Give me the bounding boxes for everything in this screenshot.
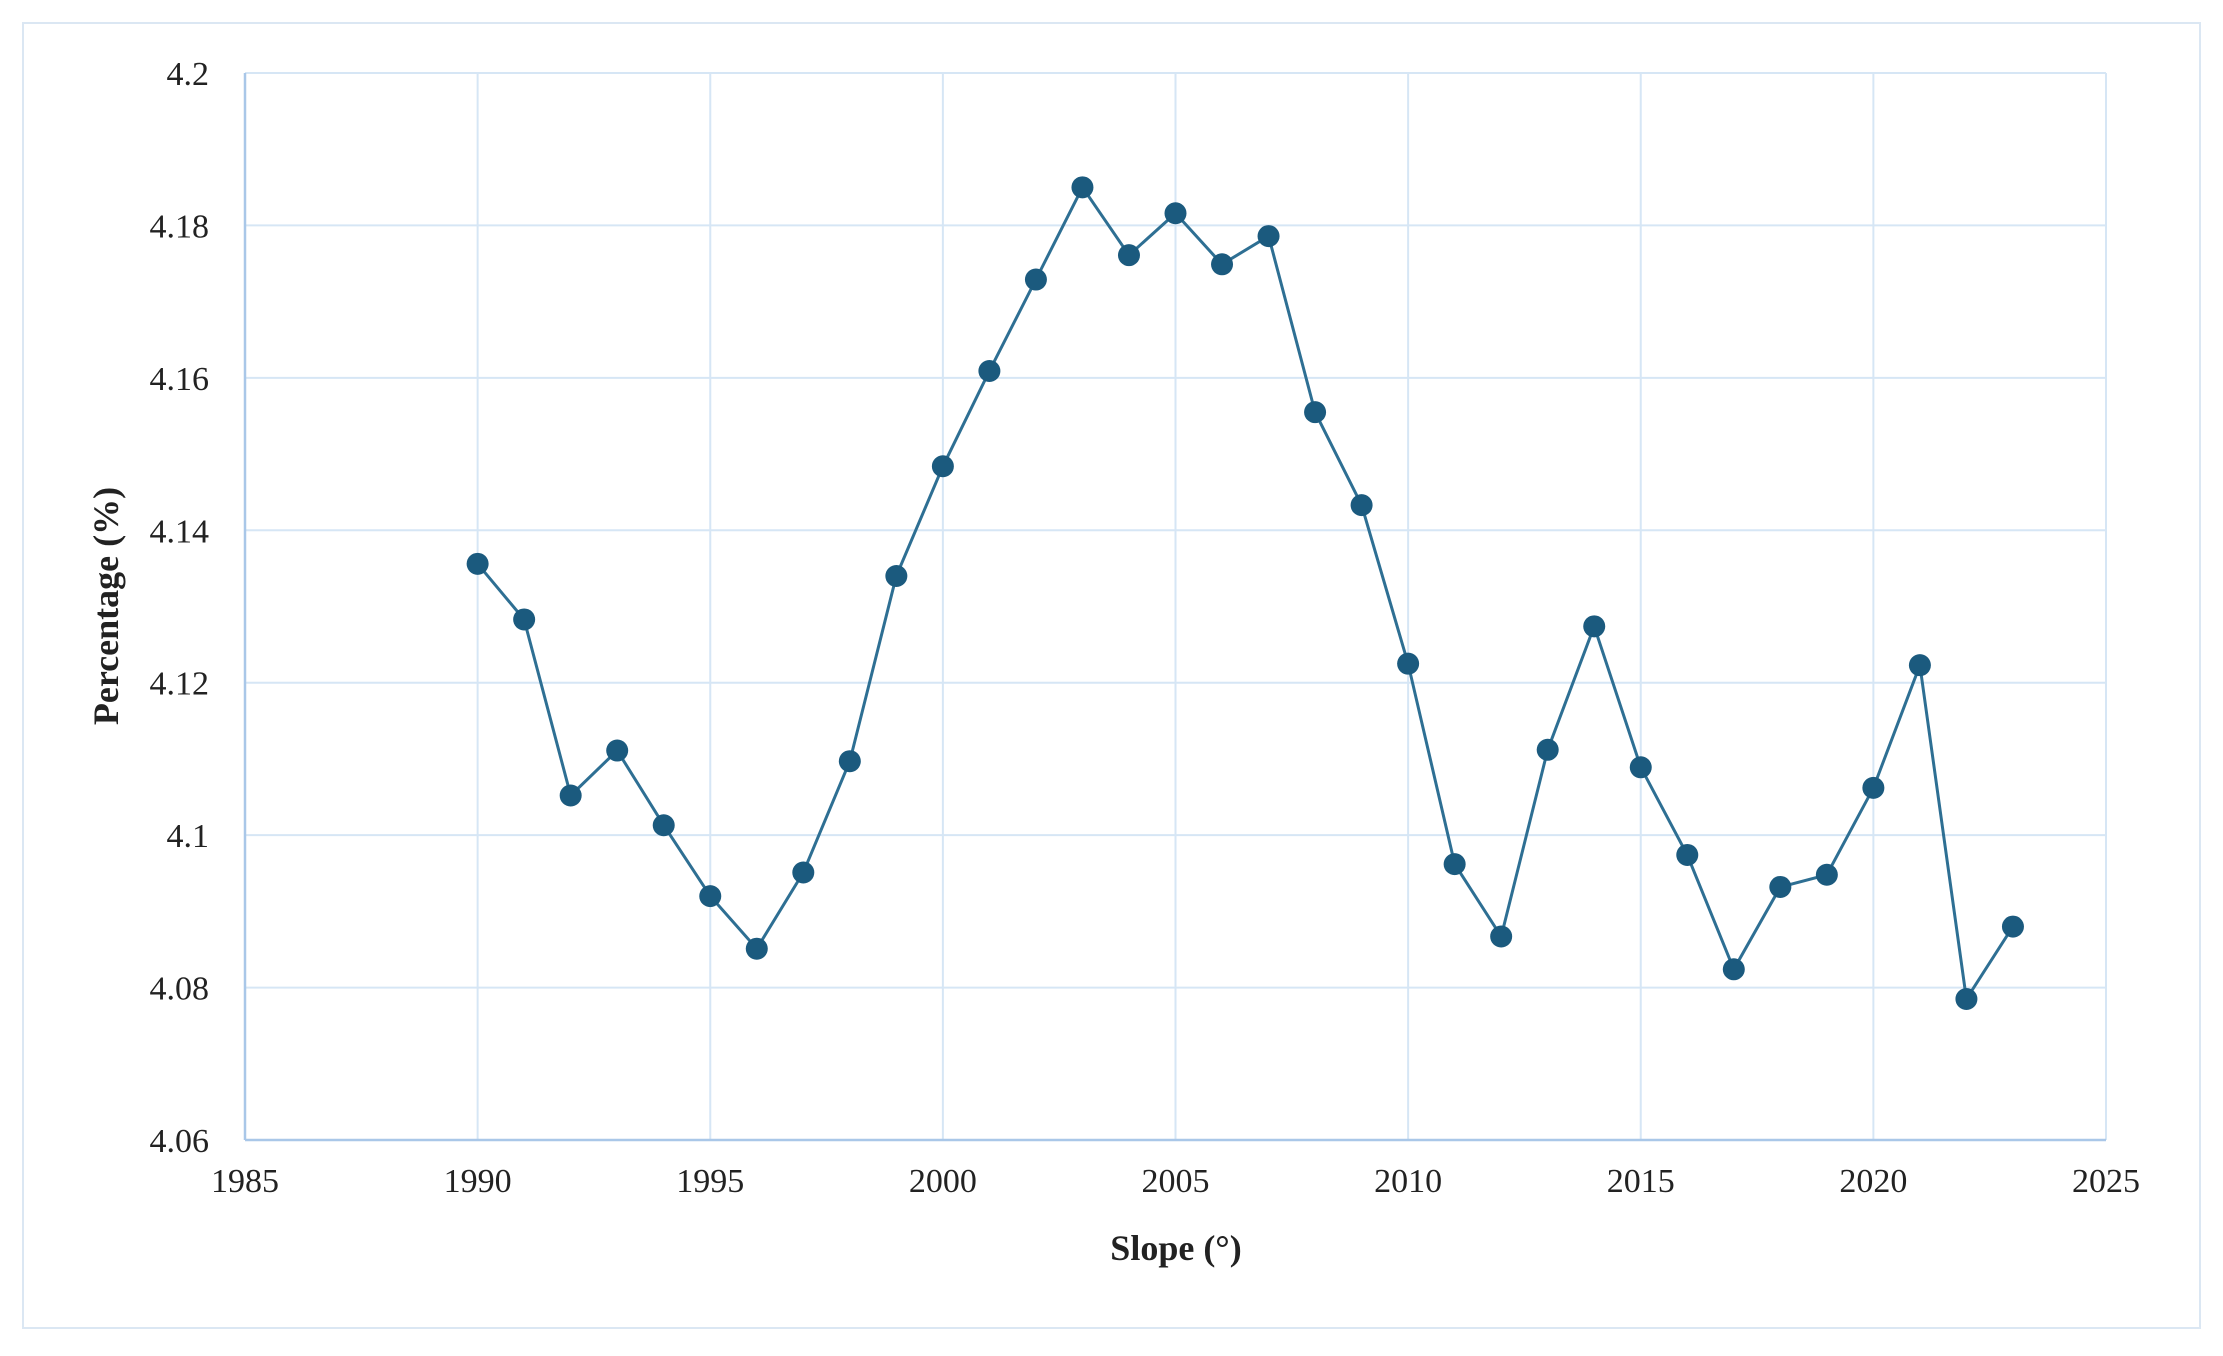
- data-point: [1629, 756, 1652, 779]
- data-point: [699, 885, 722, 908]
- y-tick-label: 4.18: [150, 208, 210, 245]
- y-tick-label: 4.14: [150, 513, 210, 550]
- data-point: [1443, 853, 1466, 876]
- data-point: [466, 552, 489, 575]
- data-point: [1117, 244, 1140, 267]
- data-point: [1862, 776, 1885, 799]
- data-point: [559, 784, 582, 807]
- data-point: [1350, 494, 1373, 517]
- y-tick-label: 4.06: [150, 1123, 210, 1160]
- x-tick-label: 1995: [676, 1163, 744, 1200]
- data-point: [1769, 875, 1792, 898]
- x-tick-label: 2000: [909, 1163, 977, 1200]
- data-point: [1815, 863, 1838, 886]
- data-point: [1955, 988, 1978, 1011]
- data-point: [2001, 915, 2024, 938]
- series-line: [476, 184, 2015, 1004]
- data-point: [1024, 268, 1047, 291]
- data-point: [1583, 615, 1606, 638]
- chart-frame: [22, 22, 2201, 1329]
- data-point: [885, 565, 908, 588]
- data-point: [1071, 176, 1094, 199]
- data-point: [1211, 253, 1234, 276]
- data-point: [652, 814, 675, 837]
- data-point: [931, 455, 954, 478]
- x-tick-label: 1990: [444, 1163, 512, 1200]
- data-point: [1908, 654, 1931, 677]
- x-tick-label: 2020: [1839, 1163, 1907, 1200]
- axes: [243, 73, 2106, 1142]
- data-point: [1490, 925, 1513, 948]
- gridlines: [244, 72, 2107, 1141]
- y-tick-label: 4.16: [150, 361, 210, 398]
- x-tick-label: 2005: [1142, 1163, 1210, 1200]
- data-point: [1676, 843, 1699, 866]
- data-point: [1164, 202, 1187, 225]
- data-point: [745, 937, 768, 960]
- y-tick-label: 4.12: [150, 666, 210, 703]
- data-point: [1304, 401, 1327, 424]
- data-point: [792, 861, 815, 884]
- data-point: [1722, 958, 1745, 981]
- x-axis-title: Slope (°): [1110, 1228, 1241, 1268]
- data-point: [1397, 652, 1420, 675]
- x-tick-labels: 1985 1990 1995 2000 2005 2010 2015 2020 2025: [211, 1163, 2140, 1200]
- data-point: [978, 359, 1001, 382]
- x-tick-label: 1985: [211, 1163, 279, 1200]
- data-point: [513, 608, 536, 631]
- data-point: [1536, 738, 1559, 761]
- y-axis-title: Percentage (%): [86, 487, 126, 725]
- x-tick-label: 2015: [1607, 1163, 1675, 1200]
- data-point: [606, 739, 629, 762]
- data-series: [466, 176, 2024, 1011]
- data-point: [838, 750, 861, 773]
- x-tick-label: 2025: [2072, 1163, 2140, 1200]
- data-point: [1257, 225, 1280, 248]
- y-tick-label: 4.08: [150, 971, 210, 1008]
- y-tick-label: 4.1: [167, 818, 210, 855]
- y-tick-label: 4.2: [167, 56, 210, 93]
- y-tick-labels: 4.06 4.08 4.1 4.12 4.14 4.16 4.18 4.2: [150, 56, 210, 1160]
- x-tick-label: 2010: [1374, 1163, 1442, 1200]
